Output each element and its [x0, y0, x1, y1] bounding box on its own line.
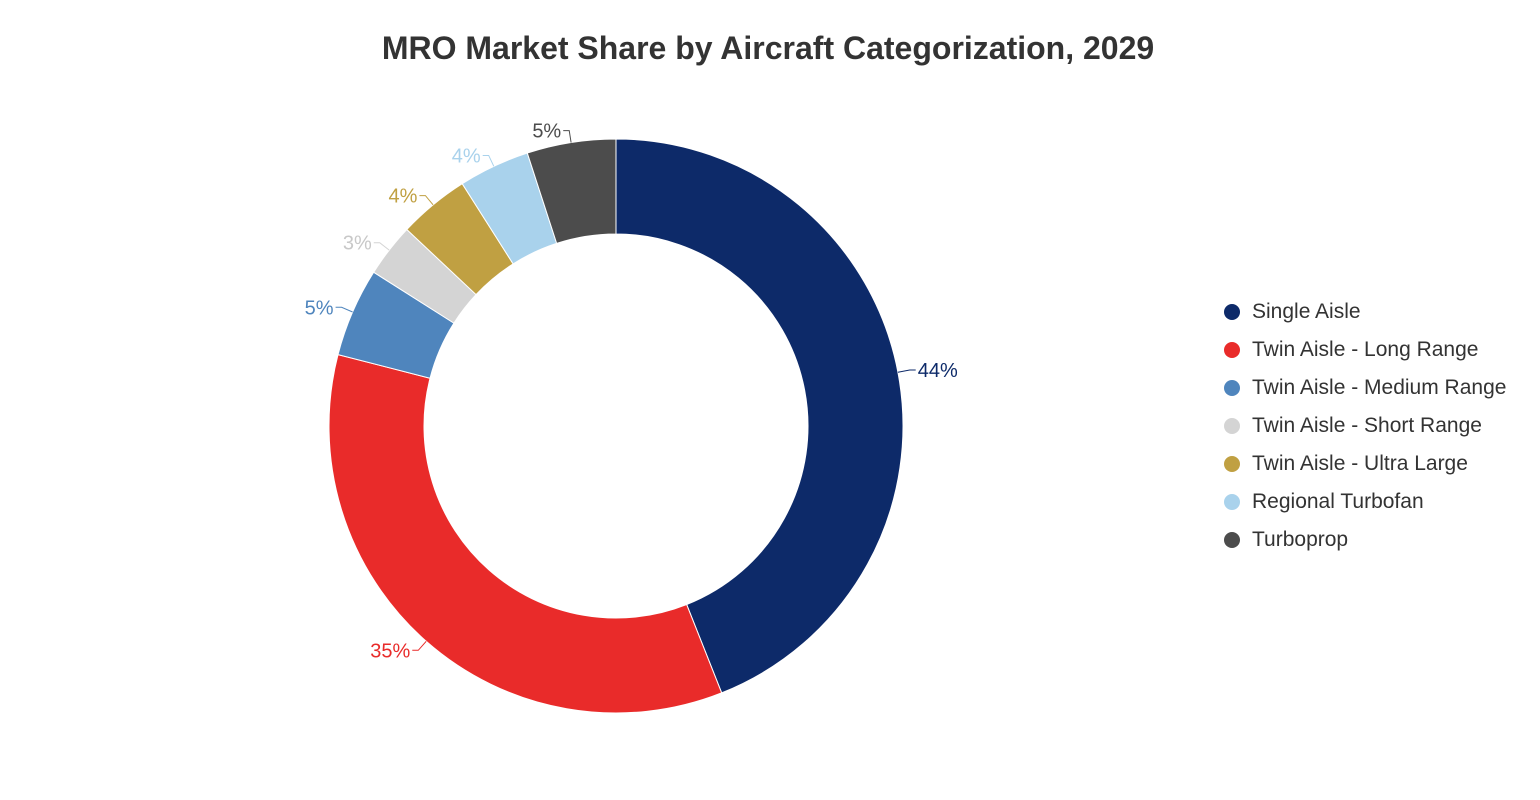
legend-marker-icon: [1224, 456, 1240, 472]
connector-twin-aisle-short-range: [373, 242, 390, 251]
donut-slices: [328, 138, 904, 714]
legend-item-turboprop[interactable]: Turboprop: [1224, 521, 1534, 559]
slice-labels: 44% 35% 5% 3% 4% 4% 5%: [305, 121, 958, 663]
label-turboprop: 5%: [532, 121, 561, 143]
chart-legend: Single Aisle Twin Aisle - Long Range Twin …: [1224, 293, 1534, 559]
legend-item-twin-aisle-ultra-large[interactable]: Twin Aisle - Ultra Large: [1224, 445, 1534, 483]
legend-label: Single Aisle: [1252, 300, 1361, 323]
label-twin-aisle-medium-range: 5%: [305, 297, 334, 319]
label-twin-aisle-short-range: 3%: [343, 233, 372, 255]
legend-item-twin-aisle-medium-range[interactable]: Twin Aisle - Medium Range: [1224, 369, 1534, 407]
legend-item-twin-aisle-long-range[interactable]: Twin Aisle - Long Range: [1224, 331, 1534, 369]
legend-marker-icon: [1224, 380, 1240, 396]
legend-label: Regional Turbofan: [1252, 490, 1424, 513]
slice-turboprop: [526, 138, 617, 245]
slice-single-aisle: [615, 138, 904, 694]
label-twin-aisle-long-range: 35%: [370, 640, 410, 662]
legend-item-twin-aisle-short-range[interactable]: Twin Aisle - Short Range: [1224, 407, 1534, 445]
legend-marker-icon: [1224, 494, 1240, 510]
connector-regional-turbofan: [482, 154, 495, 167]
connector-twin-aisle-ultra-large: [419, 195, 434, 206]
legend-label: Twin Aisle - Medium Range: [1252, 376, 1507, 399]
legend-marker-icon: [1224, 342, 1240, 358]
legend-marker-icon: [1224, 418, 1240, 434]
legend-marker-icon: [1224, 304, 1240, 320]
slice-twin-aisle-long-range: [328, 354, 723, 714]
legend-label: Twin Aisle - Short Range: [1252, 414, 1482, 437]
legend-label: Turboprop: [1252, 528, 1349, 551]
label-regional-turbofan: 4%: [452, 145, 481, 167]
connector-twin-aisle-long-range: [412, 640, 427, 651]
legend-item-regional-turbofan[interactable]: Regional Turbofan: [1224, 483, 1534, 521]
connector-twin-aisle-medium-range: [335, 306, 353, 313]
chart-title: MRO Market Share by Aircraft Categorizat…: [381, 30, 1155, 66]
connector-turboprop: [563, 130, 572, 143]
connector-single-aisle: [897, 369, 916, 373]
legend-label: Twin Aisle - Long Range: [1252, 338, 1479, 361]
label-twin-aisle-ultra-large: 4%: [389, 186, 418, 208]
legend-marker-icon: [1224, 532, 1240, 548]
legend-item-single-aisle[interactable]: Single Aisle: [1224, 293, 1534, 331]
label-single-aisle: 44%: [918, 360, 958, 382]
legend-label: Twin Aisle - Ultra Large: [1252, 452, 1468, 475]
